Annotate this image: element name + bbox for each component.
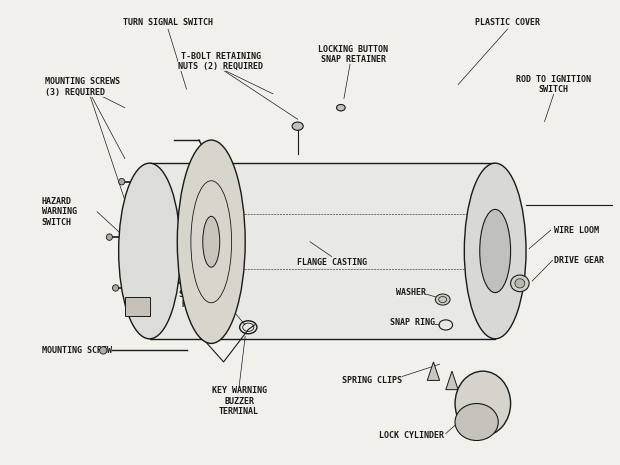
Ellipse shape (118, 163, 180, 339)
Ellipse shape (464, 163, 526, 339)
Text: ROD TO IGNITION
SWITCH: ROD TO IGNITION SWITCH (516, 75, 591, 94)
Polygon shape (446, 371, 458, 390)
Ellipse shape (177, 140, 245, 344)
Text: DRIVE GEAR: DRIVE GEAR (554, 256, 604, 265)
Text: LOCK CYLINDER: LOCK CYLINDER (379, 432, 445, 440)
Ellipse shape (203, 216, 219, 267)
Text: MOUNTING SCREWS
(3) REQUIRED: MOUNTING SCREWS (3) REQUIRED (45, 77, 120, 97)
Text: TURN SIGNAL SWITCH: TURN SIGNAL SWITCH (123, 18, 213, 27)
Ellipse shape (511, 275, 529, 292)
Ellipse shape (455, 371, 511, 436)
Text: HAZARD
WARNING
SWITCH: HAZARD WARNING SWITCH (42, 197, 76, 226)
Text: T-BOLT RETAINING
NUTS (2) REQUIRED: T-BOLT RETAINING NUTS (2) REQUIRED (178, 52, 263, 71)
Text: LOCKING BUTTON
SNAP RETAINER: LOCKING BUTTON SNAP RETAINER (318, 45, 388, 64)
Text: MOUNTING SCREW: MOUNTING SCREW (42, 346, 112, 355)
Bar (149, 163, 495, 339)
Ellipse shape (435, 294, 450, 305)
Polygon shape (427, 362, 440, 380)
Ellipse shape (455, 404, 498, 440)
Ellipse shape (292, 122, 303, 130)
Ellipse shape (100, 347, 107, 354)
Bar (125, 297, 149, 316)
Text: SNAP RING
RETAINER: SNAP RING RETAINER (179, 290, 224, 309)
Ellipse shape (515, 279, 525, 288)
Text: FLANGE CASTING: FLANGE CASTING (296, 258, 366, 267)
Ellipse shape (118, 179, 125, 185)
Text: WIRE LOOM: WIRE LOOM (554, 226, 599, 235)
Text: SPRING CLIPS: SPRING CLIPS (342, 376, 402, 385)
Text: SNAP RING: SNAP RING (390, 318, 435, 327)
Ellipse shape (480, 209, 511, 292)
Text: KEY WARNING
BUZZER
TERMINAL: KEY WARNING BUZZER TERMINAL (211, 386, 267, 416)
Text: PLASTIC COVER: PLASTIC COVER (475, 18, 540, 27)
Text: WASHER: WASHER (396, 288, 427, 297)
Ellipse shape (337, 105, 345, 111)
Ellipse shape (112, 285, 118, 291)
Ellipse shape (106, 234, 112, 240)
